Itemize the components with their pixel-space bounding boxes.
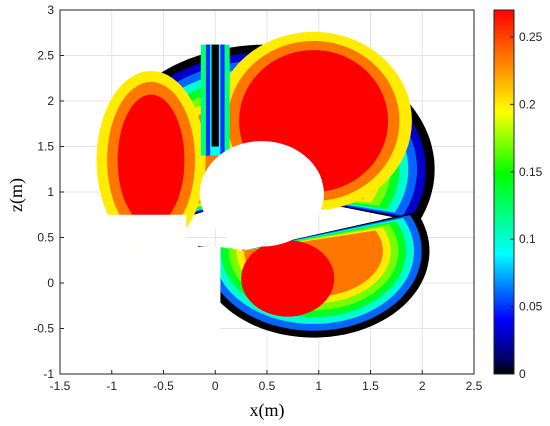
- y-tick-label: -0.5: [33, 322, 54, 336]
- x-tick-label: 2.5: [466, 379, 483, 393]
- contour-seam-core: [211, 44, 219, 147]
- x-tick-label: 0.5: [259, 379, 276, 393]
- domain-gap-lowerleft: [60, 246, 221, 374]
- colorbar-tick-label: 0.25: [519, 30, 543, 44]
- x-tick-label: -0.5: [153, 379, 174, 393]
- x-tick-label: 2: [419, 379, 426, 393]
- y-tick-label: 3: [47, 3, 54, 17]
- colorbar-tick-label: 0.15: [519, 165, 543, 179]
- y-axis-label: z(m): [6, 178, 27, 212]
- y-tick-label: -1: [43, 367, 54, 381]
- domain-hole: [199, 141, 324, 247]
- y-tick-label: 2: [47, 94, 54, 108]
- x-tick-label: 0: [212, 379, 219, 393]
- x-tick-label: -1: [106, 379, 117, 393]
- y-tick-label: 0.5: [37, 231, 54, 245]
- y-tick-label: 2.5: [37, 49, 54, 63]
- domain-gap-left: [60, 214, 187, 247]
- y-tick-label: 0: [47, 276, 54, 290]
- y-tick-label: 1: [47, 185, 54, 199]
- x-tick-label: 1: [315, 379, 322, 393]
- colorbar-tick-label: 0.05: [519, 300, 543, 314]
- contour-field: [60, 31, 435, 374]
- x-tick-label: -1.5: [50, 379, 71, 393]
- colorbar-ticks: 0 0.05 0.1 0.15 0.2 0.25: [510, 30, 543, 381]
- colorbar: [493, 9, 515, 375]
- x-axis-ticks: -1.5 -1 -0.5 0 0.5 1 1.5 2 2.5: [50, 370, 483, 393]
- y-tick-label: 1.5: [37, 140, 54, 154]
- contour-lobe-left: [117, 94, 185, 226]
- y-axis-ticks: -1 -0.5 0 0.5 1 1.5 2 2.5 3: [33, 3, 64, 381]
- colorbar-tick-label: 0: [519, 367, 526, 381]
- contour-lobe-lower: [241, 240, 335, 317]
- colorbar-tick-label: 0.1: [519, 232, 536, 246]
- x-axis-label: x(m): [250, 400, 285, 421]
- colorbar-tick-label: 0.2: [519, 97, 536, 111]
- x-tick-label: 1.5: [362, 379, 379, 393]
